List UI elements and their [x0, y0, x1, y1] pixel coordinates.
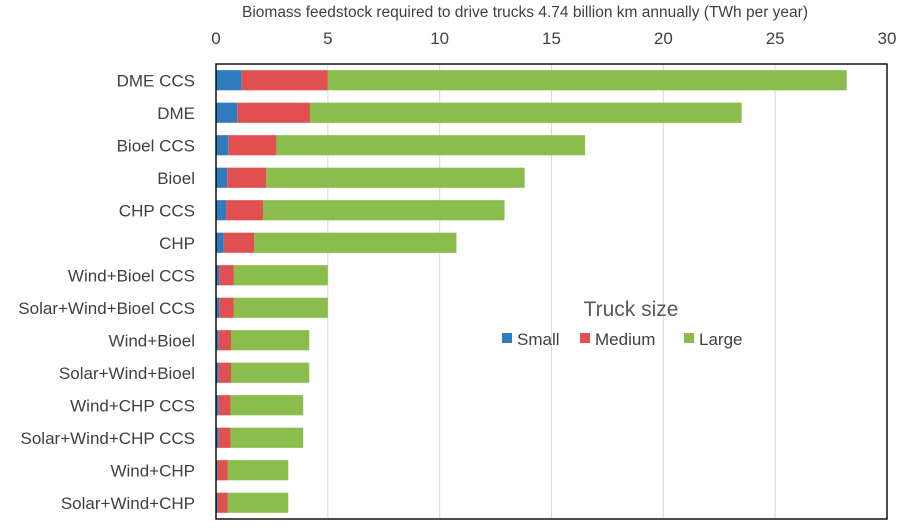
bar-segment-medium [237, 102, 310, 123]
bar-segment-large [230, 362, 310, 383]
bar-segment-large [233, 265, 328, 286]
bar-segment-medium [217, 460, 228, 481]
bar-segment-small [216, 265, 220, 286]
bar-segment-large [230, 330, 310, 351]
bar-segment-large [233, 297, 328, 318]
bar-segment-large [309, 102, 742, 123]
category-label: CHP CCS [119, 201, 195, 220]
legend-entries: Small Medium Large [502, 330, 742, 349]
x-tick-label: 30 [878, 29, 897, 48]
x-tick-label: 20 [654, 29, 673, 48]
bar-segment-small [216, 200, 227, 221]
bar-segment-small [216, 70, 242, 91]
category-label: Solar+Wind+Bioel [59, 364, 195, 383]
bar-segment-small [216, 232, 224, 253]
legend-label-small: Small [517, 330, 560, 349]
x-axis-ticks: 0 5 10 15 20 25 30 [211, 29, 896, 48]
legend-swatch-small [502, 333, 512, 343]
x-tick-label: 25 [766, 29, 785, 48]
bar-segment-small [216, 297, 220, 318]
bars [216, 70, 847, 513]
category-labels: DME CCS DME Bioel CCS Bioel CHP CCS CHP Wind+B… [18, 71, 195, 513]
category-label: Bioel CCS [117, 136, 195, 155]
bar-segment-medium [219, 297, 234, 318]
bar-segment-large [276, 135, 586, 156]
chart-title: Biomass feedstock required to drive truc… [242, 4, 808, 21]
legend-swatch-medium [580, 333, 590, 343]
x-tick-label: 0 [211, 29, 220, 48]
bar-segment-small [216, 395, 219, 416]
bar-segment-small [216, 427, 219, 448]
bar-segment-small [216, 330, 219, 351]
bar-segment-medium [219, 265, 234, 286]
bar-segment-small [216, 135, 229, 156]
bar-segment-small [216, 492, 218, 513]
category-label: Wind+Bioel [109, 331, 195, 350]
category-label: Solar+Wind+CHP [61, 494, 195, 513]
legend-label-large: Large [699, 330, 742, 349]
bar-segment-large [230, 427, 304, 448]
bar-segment-medium [226, 200, 263, 221]
bar-segment-medium [227, 167, 267, 188]
grid-lines [327, 64, 776, 519]
bar-segment-medium [228, 135, 277, 156]
bar-segment-medium [217, 492, 228, 513]
x-tick-label: 5 [323, 29, 332, 48]
bar-segment-large [254, 232, 457, 253]
bar-segment-medium [218, 362, 231, 383]
legend: Truck size Small Medium Large [502, 298, 742, 349]
bar-segment-medium [241, 70, 328, 91]
bar-segment-medium [218, 427, 231, 448]
category-label: Solar+Wind+CHP CCS [21, 429, 195, 448]
plot-area-frame [215, 63, 888, 520]
bar-segment-medium [218, 395, 231, 416]
category-label: Bioel [157, 169, 195, 188]
category-label: Wind+CHP CCS [70, 396, 195, 415]
bar-segment-small [216, 460, 218, 481]
bar-segment-large [327, 70, 847, 91]
bar-segment-small [216, 362, 219, 383]
category-label: Wind+Bioel CCS [68, 266, 195, 285]
category-label: Solar+Wind+Bioel CCS [18, 299, 195, 318]
legend-label-medium: Medium [595, 330, 655, 349]
bar-segment-large [262, 200, 505, 221]
bar-segment-large [227, 460, 289, 481]
category-label: Wind+CHP [110, 461, 195, 480]
legend-swatch-large [684, 333, 694, 343]
bar-segment-small [216, 102, 238, 123]
bar-segment-small [216, 167, 228, 188]
bar-segment-medium [218, 330, 231, 351]
category-label: DME CCS [117, 71, 195, 90]
x-tick-label: 10 [430, 29, 449, 48]
category-label: CHP [159, 234, 195, 253]
category-label: DME [157, 104, 195, 123]
bar-segment-large [227, 492, 289, 513]
x-tick-label: 15 [542, 29, 561, 48]
bar-segment-large [230, 395, 304, 416]
bar-segment-medium [223, 232, 255, 253]
bar-segment-large [266, 167, 525, 188]
legend-title: Truck size [584, 298, 679, 321]
